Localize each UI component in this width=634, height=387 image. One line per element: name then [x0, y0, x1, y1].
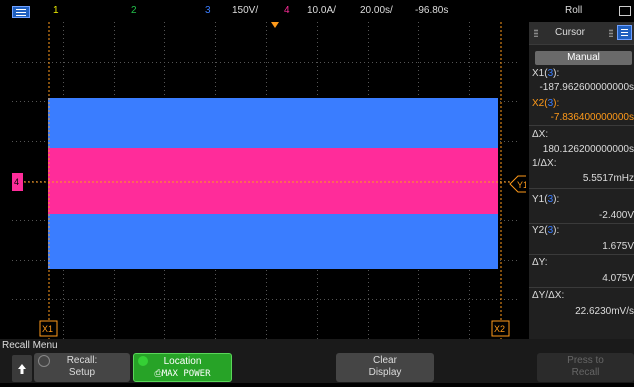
- channel-3-indicator[interactable]: 3: [205, 5, 211, 16]
- y1-cursor-marker[interactable]: Y1: [509, 175, 526, 193]
- cursor-panel-title: Cursor: [555, 27, 586, 38]
- x2-cursor-marker[interactable]: X2: [491, 320, 510, 337]
- x1-label: X1(3):: [532, 68, 560, 79]
- delta-y-value: 4.075V: [602, 273, 634, 284]
- channel-4-waveform: [48, 148, 498, 214]
- y1-label: Y1(3):: [532, 194, 560, 205]
- channel-4-indicator[interactable]: 4: [284, 5, 290, 16]
- back-button[interactable]: [12, 355, 32, 382]
- channel-4-scale[interactable]: 10.0A/: [307, 5, 336, 16]
- up-arrow-icon: [18, 364, 26, 374]
- softkey-line-1: Clear: [373, 355, 397, 366]
- cursor-panel: Cursor Manual X1(3): -187.962600000000s …: [529, 22, 634, 339]
- channel-1-indicator[interactable]: 1: [53, 5, 59, 16]
- recall-setup-softkey[interactable]: Recall: Setup: [34, 353, 130, 382]
- x1-cursor-marker[interactable]: X1: [39, 320, 58, 337]
- waveform-display[interactable]: 4 Y1 X1 X2: [12, 22, 526, 339]
- x2-source: 3: [547, 98, 554, 109]
- y1-value: -2.400V: [598, 210, 634, 221]
- inverse-delta-x-label: 1/ΔX:: [532, 158, 557, 169]
- softkey-line-1: Recall:: [66, 355, 98, 366]
- y2-source: 3: [547, 225, 554, 236]
- acquisition-mode: Roll: [565, 5, 583, 16]
- delta-y-over-delta-x-label: ΔY/ΔX:: [532, 290, 565, 301]
- delta-y-label: ΔY:: [532, 257, 548, 268]
- x1-value: -187.962600000000s: [539, 82, 634, 93]
- graticule: 4 Y1 X1 X2: [12, 22, 526, 339]
- softkey-line-2: Recall: [571, 367, 600, 378]
- y2-value: 1.675V: [602, 241, 634, 252]
- drag-grip-icon[interactable]: [609, 29, 613, 37]
- drag-grip-icon[interactable]: [534, 29, 538, 37]
- softkey-line-2: Display: [368, 367, 402, 378]
- panel-divider: [529, 125, 634, 126]
- panel-divider: [529, 254, 634, 255]
- softkey-line-2: ⎙MAX POWER: [154, 369, 211, 379]
- channel-3-scale[interactable]: 150V/: [232, 5, 259, 16]
- ground-marker-label: 4: [14, 177, 19, 187]
- panel-divider: [529, 188, 634, 189]
- trigger-position-marker: [271, 22, 279, 28]
- softkey-line-1: Press to: [567, 355, 604, 366]
- status-bar: 1 2 3 150V/ 4 10.0A/ 20.00s/ -96.80s Rol…: [0, 0, 634, 22]
- channel-4-ground-marker[interactable]: 4: [12, 173, 23, 191]
- x1-source: 3: [547, 68, 554, 79]
- cursor-mode-button[interactable]: Manual: [535, 51, 632, 65]
- rotate-knob-icon: [138, 356, 148, 366]
- press-to-recall-softkey[interactable]: Press to Recall: [537, 353, 634, 382]
- run-state-icon: [619, 6, 631, 16]
- y1-source: 3: [547, 194, 554, 205]
- panel-divider: [529, 287, 634, 288]
- timebase-scale[interactable]: 20.00s/: [360, 5, 393, 16]
- inverse-delta-x-value: 5.5517mHz: [582, 173, 634, 184]
- panel-divider: [529, 223, 634, 224]
- delta-x-value: 180.126200000000s: [542, 144, 634, 155]
- y1-marker-label: Y1: [517, 180, 526, 190]
- location-softkey[interactable]: Location ⎙MAX POWER: [133, 353, 232, 382]
- x1-marker-label: X1: [42, 324, 53, 334]
- softkey-line-2: Setup: [68, 367, 96, 378]
- time-delay[interactable]: -96.80s: [415, 5, 449, 16]
- x2-label: X2(3):: [532, 98, 560, 109]
- menu-title: Recall Menu: [2, 340, 58, 351]
- channel-2-indicator[interactable]: 2: [131, 5, 137, 16]
- x2-marker-label: X2: [494, 324, 505, 334]
- x2-value: -7.836400000000s: [550, 112, 634, 123]
- softkey-line-1: Location: [163, 356, 202, 367]
- delta-y-over-delta-x-value: 22.6230mV/s: [575, 306, 634, 317]
- rotate-knob-icon: [38, 355, 50, 367]
- main-menu-icon[interactable]: [12, 6, 30, 18]
- delta-x-label: ΔX:: [532, 129, 549, 140]
- clear-display-softkey[interactable]: Clear Display: [336, 353, 434, 382]
- panel-menu-icon[interactable]: [617, 25, 632, 40]
- cursor-panel-header: Cursor: [529, 22, 634, 45]
- y2-label: Y2(3):: [532, 225, 560, 236]
